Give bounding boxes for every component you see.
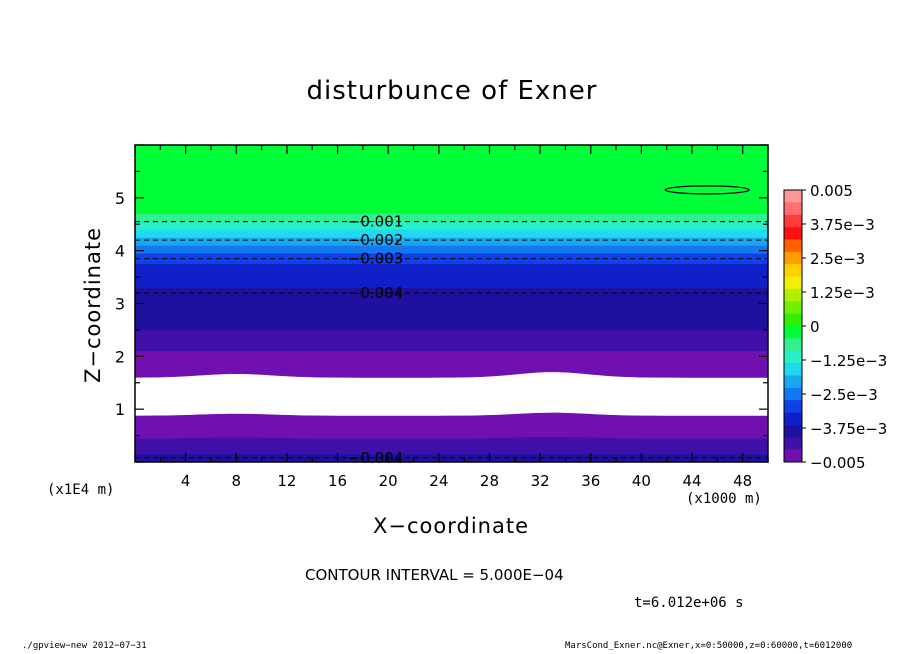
y-tick-label: 5 <box>115 189 125 208</box>
contour-band-5 <box>134 329 769 352</box>
contour-interval: CONTOUR INTERVAL = 5.000E−04 <box>305 566 564 584</box>
contour-band-3 <box>134 371 769 416</box>
colorbar-swatch <box>784 338 802 352</box>
colorbar-swatch <box>784 264 802 277</box>
y-axis-label: Z−coordinate <box>81 227 105 383</box>
footer-right: MarsCond_Exner.nc@Exner,x=0:50000,z=0:60… <box>565 641 853 651</box>
contour-band-6 <box>134 287 769 331</box>
contour-band-10 <box>134 237 769 246</box>
contour-label-4: −0.004 <box>348 449 404 467</box>
y-tick-label: 4 <box>115 242 125 261</box>
y-tick-label: 2 <box>115 347 125 366</box>
x-tick-label: 4 <box>181 472 191 490</box>
x-axis-label: X−coordinate <box>373 514 529 538</box>
contour-label-0: −0.001 <box>348 213 404 231</box>
contour-band-2 <box>134 412 769 439</box>
colorbar-label: −2.5e−3 <box>810 386 878 404</box>
contour-band-1 <box>134 436 769 455</box>
colorbar-label: 3.75e−3 <box>810 216 875 234</box>
contour-label-1: −0.002 <box>348 231 404 249</box>
x-unit-left: (x1E4 m) <box>47 482 115 498</box>
contour-label-2: −0.003 <box>348 250 404 268</box>
colorbar-swatch <box>784 412 802 426</box>
contour-band-4 <box>134 350 769 378</box>
contour-closed-ellipse <box>664 185 750 195</box>
colorbar-swatch <box>784 214 802 228</box>
y-tick-label: 3 <box>115 295 125 314</box>
colorbar-swatch <box>784 202 802 216</box>
x-tick-label: 44 <box>682 472 701 490</box>
x-tick-label: 12 <box>277 472 296 490</box>
colorbar-swatch <box>784 288 802 302</box>
x-tick-label: 24 <box>429 472 448 490</box>
x-tick-label: 48 <box>733 472 752 490</box>
colorbar-label: −3.75e−3 <box>810 420 887 438</box>
colorbar-swatch <box>784 239 802 253</box>
y-tick-label: 1 <box>115 400 125 419</box>
colorbar-swatch <box>784 313 802 327</box>
colorbar-label: 1.25e−3 <box>810 284 875 302</box>
footer-left: ./gpview−new 2012−07−31 <box>22 641 147 651</box>
colorbar-swatch <box>784 375 802 389</box>
colorbar-swatch <box>784 449 802 463</box>
colorbar-label: −0.005 <box>810 454 866 472</box>
x-tick-label: 16 <box>328 472 347 490</box>
colorbar-label: 2.5e−3 <box>810 250 865 268</box>
colorbar-swatch <box>784 363 802 376</box>
chart-title: disturbunce of Exner <box>306 76 598 106</box>
colorbar-swatch <box>784 301 802 315</box>
colorbar-swatch <box>784 326 802 339</box>
contour-band-7 <box>134 263 769 288</box>
contour-fill-bands <box>134 144 769 463</box>
colorbar-swatch <box>784 400 802 413</box>
contour-label-3: −0.004 <box>348 284 404 302</box>
contour-band-13 <box>134 213 769 222</box>
colorbar-label: 0.005 <box>810 182 853 200</box>
x-unit-right: (x1000 m) <box>686 491 762 507</box>
colorbar-swatch <box>784 276 802 290</box>
colorbar: 0.005 3.75e−3 2.5e−3 1.25e−3 0 −1.25e−3 −2.5e−… <box>783 182 887 472</box>
colorbar-swatch <box>784 437 802 451</box>
x-tick-label: 8 <box>232 472 242 490</box>
contour-band-12 <box>134 221 769 230</box>
contour-band-14 <box>134 144 769 214</box>
colorbar-swatch <box>784 387 802 401</box>
contour-band-11 <box>134 229 769 238</box>
contour-band-9 <box>134 245 769 254</box>
colorbar-swatch <box>784 350 802 364</box>
colorbar-label: −1.25e−3 <box>810 352 887 370</box>
colorbar-swatch <box>784 227 802 240</box>
colorbar-swatch <box>784 190 802 203</box>
colorbar-label: 0 <box>810 318 820 336</box>
x-tick-label: 20 <box>379 472 398 490</box>
x-tick-label: 36 <box>581 472 600 490</box>
x-tick-label: 32 <box>531 472 550 490</box>
colorbar-swatch <box>784 424 802 438</box>
x-tick-label: 28 <box>480 472 499 490</box>
time-label: t=6.012e+06 s <box>634 595 744 611</box>
colorbar-swatch <box>784 251 802 265</box>
x-tick-label: 40 <box>632 472 651 490</box>
